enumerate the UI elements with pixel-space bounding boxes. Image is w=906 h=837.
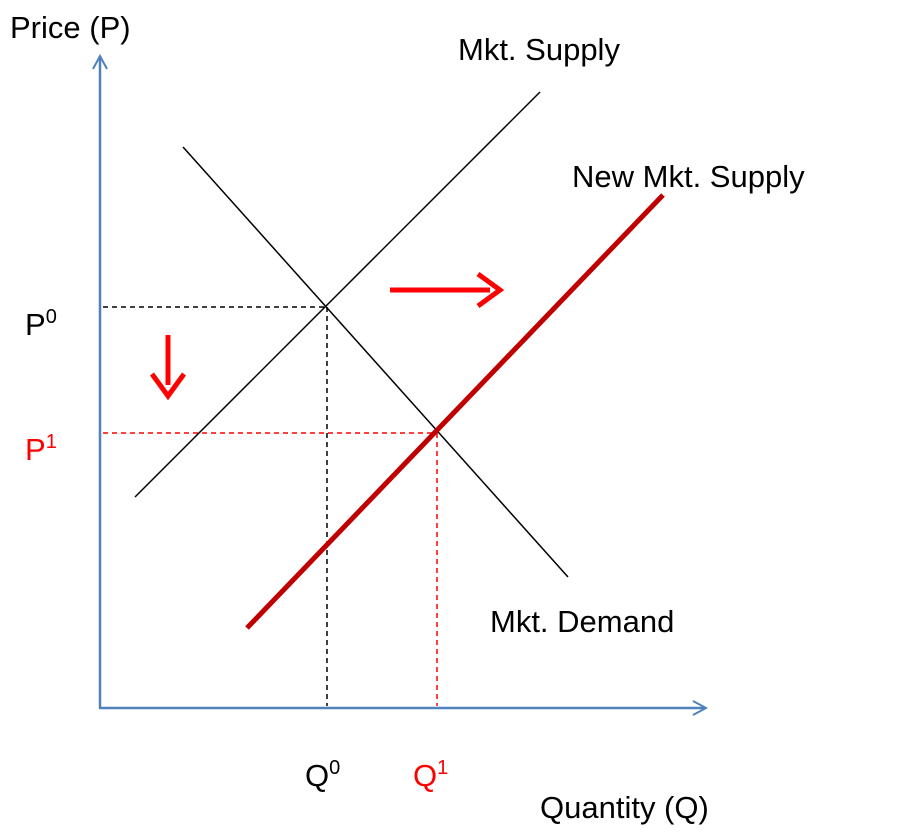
y-axis-label: Price (P): [10, 10, 131, 45]
right-arrow: [390, 271, 505, 309]
quantity-label: Q0: [305, 757, 340, 793]
supply-curve: [134, 91, 541, 498]
demand-curve: [182, 146, 569, 578]
down-arrow: [149, 335, 187, 401]
quantity-base: Q: [305, 758, 329, 793]
x-axis-label: Quantity (Q): [540, 790, 709, 825]
price-sup: 1: [46, 431, 57, 453]
price-label: P0: [25, 306, 57, 342]
curve-label: New Mkt. Supply: [572, 159, 805, 194]
price-base: P: [25, 307, 46, 342]
curve-label: Mkt. Demand: [490, 604, 674, 639]
new-supply-curve: [245, 193, 665, 630]
price-label: P1: [25, 431, 57, 467]
price-base: P: [25, 432, 46, 467]
quantity-sup: 1: [437, 757, 448, 779]
price-sup: 0: [46, 306, 57, 328]
quantity-sup: 0: [329, 757, 340, 779]
quantity-label: Q1: [413, 757, 448, 793]
quantity-base: Q: [413, 758, 437, 793]
curve-label: Mkt. Supply: [458, 32, 620, 67]
